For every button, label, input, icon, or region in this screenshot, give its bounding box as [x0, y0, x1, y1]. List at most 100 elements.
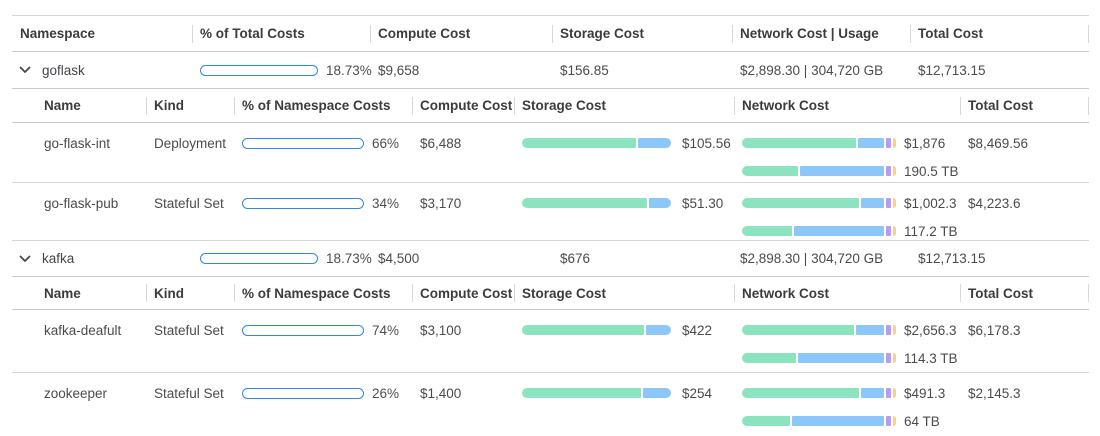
kind-cell: Deployment: [154, 135, 227, 151]
workload-header-row: Name Kind % of Namespace Costs Compute C…: [12, 277, 1089, 310]
pct-total-value: 18.73%: [326, 251, 372, 266]
namespace-name-cell: goflask: [12, 52, 192, 88]
network-cost-bar: [742, 198, 896, 208]
storage-cost-bar: [522, 388, 674, 398]
col-header-storage-cost: Storage Cost: [514, 277, 734, 309]
network-usage-bar: [742, 416, 896, 426]
network-usage-bar: [742, 226, 896, 236]
storage-cost-value: $422: [682, 322, 713, 338]
pct-namespace-value: 74%: [372, 322, 400, 338]
storage-cost-bar: [522, 325, 674, 335]
network-usage-value: 64 TB: [904, 413, 940, 429]
network-cost-cell: $1,876 190.5 TB: [734, 123, 960, 183]
col-header-network-cost: Network Cost: [734, 277, 960, 309]
network-cost-value: $1,876: [904, 135, 946, 151]
chevron-down-icon[interactable]: [19, 255, 31, 263]
network-usage-value: 117.2 TB: [904, 223, 958, 239]
network-cost-value: $491.3: [904, 385, 946, 401]
pct-namespace-bar: [242, 387, 364, 399]
pct-namespace-cell: 66%: [234, 123, 412, 155]
workload-name-cell: go-flask-pub: [44, 195, 119, 211]
namespace-name-cell: kafka: [12, 241, 192, 276]
total-cost-cell: $12,713.15: [918, 251, 986, 266]
pct-namespace-value: 66%: [372, 135, 400, 151]
workload-row-go-flask-int: go-flask-int Deployment 66% $6,488 $105.…: [12, 123, 1089, 183]
storage-cost-value: $105.56: [682, 135, 731, 151]
pct-namespace-bar: [242, 324, 364, 336]
network-cost-cell: $1,002.3 117.2 TB: [734, 183, 960, 243]
col-header-compute-cost: Compute Cost: [370, 16, 552, 51]
pct-namespace-value: 34%: [372, 195, 400, 211]
total-cost-cell: $8,469.56: [968, 135, 1029, 151]
network-cost-bar: [742, 388, 896, 398]
col-header-compute-cost: Compute Cost: [412, 89, 514, 122]
network-cost-cell: $2,656.3 114.3 TB: [734, 310, 960, 370]
workload-name-cell: zookeeper: [44, 385, 108, 401]
kind-cell: Stateful Set: [154, 322, 224, 338]
storage-cost-cell: $51.30: [514, 183, 734, 215]
total-cost-cell: $4,223.6: [968, 195, 1021, 211]
total-cost-cell: $6,178.3: [968, 322, 1021, 338]
storage-cost-bar: [522, 138, 674, 148]
chevron-down-icon[interactable]: [19, 66, 31, 74]
pct-namespace-value: 26%: [372, 385, 400, 401]
storage-cost-value: $51.30: [682, 195, 724, 211]
pct-namespace-cell: 26%: [234, 373, 412, 405]
network-cost-value: $1,002.3: [904, 195, 957, 211]
total-cost-cell: $2,145.3: [968, 385, 1021, 401]
pct-total-cell: 18.73%: [192, 52, 372, 88]
storage-cost-cell: $156.85: [560, 62, 609, 78]
storage-cost-cell: $676: [560, 251, 591, 266]
compute-cost-cell: $1,400: [420, 385, 462, 401]
storage-cost-cell: $254: [514, 373, 734, 405]
network-cost-bar: [742, 325, 896, 335]
network-cost-usage-cell: $2,898.30 | 304,720 GB: [740, 251, 884, 266]
namespace-row-kafka[interactable]: kafka 18.73% $4,500 $676 $2,898.30 | 304…: [12, 241, 1089, 277]
storage-cost-cell: $422: [514, 310, 734, 342]
workload-name-cell: go-flask-int: [44, 135, 111, 151]
network-cost-value: $2,656.3: [904, 322, 957, 338]
storage-cost-cell: $105.56: [514, 123, 734, 155]
network-usage-bar: [742, 166, 896, 176]
col-header-kind: Kind: [146, 89, 234, 122]
col-header-compute-cost: Compute Cost: [412, 277, 514, 309]
col-header-kind: Kind: [146, 277, 234, 309]
storage-cost-bar: [522, 198, 674, 208]
network-cost-bar: [742, 138, 896, 148]
table-top-border: [12, 0, 1089, 16]
total-cost-cell: $12,713.15: [918, 62, 986, 78]
compute-cost-cell: $6,488: [420, 135, 462, 151]
workload-row-kafka-deafult: kafka-deafult Stateful Set 74% $3,100 $4…: [12, 310, 1089, 373]
col-header-name: Name: [44, 98, 81, 113]
col-header-name: Name: [44, 285, 81, 301]
pct-namespace-cell: 34%: [234, 183, 412, 215]
pct-namespace-bar: [242, 197, 364, 209]
col-header-total-cost: Total Cost: [910, 16, 1089, 51]
col-header-total-cost: Total Cost: [960, 277, 1089, 309]
compute-cost-cell: $3,100: [420, 322, 462, 338]
kind-cell: Stateful Set: [154, 195, 224, 211]
network-usage-bar: [742, 353, 896, 363]
col-header-network-cost-usage: Network Cost | Usage: [732, 16, 910, 51]
storage-cost-value: $254: [682, 385, 713, 401]
pct-total-bar: [200, 64, 318, 76]
kind-cell: Stateful Set: [154, 385, 224, 401]
workload-header-row: Name Kind % of Namespace Costs Compute C…: [12, 89, 1089, 123]
network-usage-value: 190.5 TB: [904, 163, 959, 179]
compute-cost-cell: $3,170: [420, 195, 462, 211]
network-cost-usage-cell: $2,898.30 | 304,720 GB: [740, 62, 884, 78]
pct-namespace-cell: 74%: [234, 310, 412, 342]
network-usage-value: 114.3 TB: [904, 350, 958, 366]
network-cost-cell: $491.3 64 TB: [734, 373, 960, 433]
namespace-name: kafka: [42, 251, 75, 266]
pct-total-value: 18.73%: [326, 62, 372, 78]
compute-cost-cell: $4,500: [378, 251, 420, 266]
col-header-network-cost: Network Cost: [734, 89, 960, 122]
workload-row-zookeeper: zookeeper Stateful Set 26% $1,400 $254: [12, 373, 1089, 436]
compute-cost-cell: $9,658: [378, 62, 420, 78]
namespace-row-goflask[interactable]: goflask 18.73% $9,658 $156.85 $2,898.30 …: [12, 52, 1089, 89]
pct-namespace-bar: [242, 137, 364, 149]
workload-row-go-flask-pub: go-flask-pub Stateful Set 34% $3,170 $51…: [12, 183, 1089, 241]
main-header-row: Namespace % of Total Costs Compute Cost …: [12, 16, 1089, 52]
